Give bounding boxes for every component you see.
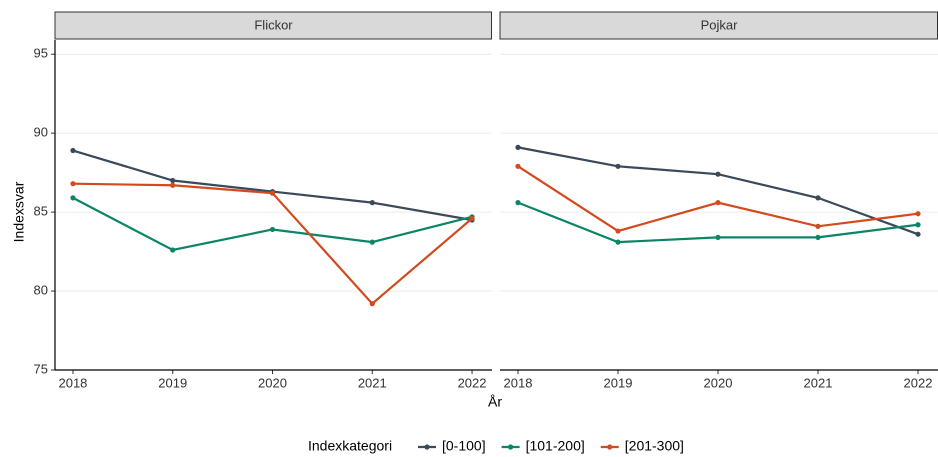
legend-label: [201-300] [625, 438, 684, 454]
x-tick-label: 2020 [258, 375, 287, 390]
x-tick-label: 2021 [804, 375, 833, 390]
data-point [915, 211, 921, 217]
y-tick-label: 95 [34, 46, 48, 61]
x-tick-label: 2019 [604, 375, 633, 390]
data-point [615, 228, 621, 234]
data-point [515, 163, 521, 169]
legend-swatch-dot [607, 444, 613, 450]
data-point [915, 231, 921, 237]
facet-title: Pojkar [701, 17, 739, 32]
x-tick-label: 2022 [904, 375, 933, 390]
data-point [269, 190, 276, 196]
data-point [369, 239, 375, 245]
data-point [269, 226, 276, 233]
y-tick-label: 85 [34, 204, 48, 219]
x-tick-label: 2018 [58, 375, 87, 390]
data-point [170, 177, 176, 184]
series-line [72, 196, 473, 252]
data-point [515, 144, 521, 150]
data-point [815, 234, 821, 240]
data-point [615, 239, 621, 245]
facet-strip [54, 11, 492, 40]
x-tick-label: 2019 [158, 375, 187, 390]
y-axis-label: Indexsvar [11, 181, 27, 242]
data-point [615, 163, 621, 169]
series-line [72, 182, 473, 306]
data-point [715, 234, 721, 240]
data-point [70, 181, 76, 187]
x-tick-label: 2020 [704, 375, 733, 390]
legend-label: [101-200] [526, 438, 585, 454]
y-tick-label: 90 [34, 125, 48, 140]
data-point [170, 182, 176, 188]
data-point [715, 200, 721, 206]
y-tick-label: 75 [34, 361, 48, 376]
legend-swatch-dot [424, 444, 430, 450]
facet-title: Flickor [254, 17, 293, 32]
x-tick-label: 2021 [358, 375, 387, 390]
data-point [70, 195, 76, 201]
data-point [369, 200, 375, 206]
x-tick-label: 2022 [458, 375, 487, 390]
x-tick-label: 2018 [504, 375, 533, 390]
data-point [469, 215, 475, 222]
data-point [815, 223, 821, 229]
legend-swatch-dot [507, 444, 514, 450]
data-point [515, 200, 521, 206]
data-point [815, 195, 821, 201]
legend-title: Indexkategori [308, 438, 392, 454]
x-axis-label: År [488, 394, 502, 410]
data-point [369, 301, 375, 307]
data-point [70, 147, 76, 154]
y-tick-label: 80 [34, 282, 48, 297]
data-point [715, 171, 721, 177]
data-point [170, 247, 176, 253]
facet-strip [499, 11, 938, 40]
legend-label: [0-100] [442, 438, 486, 454]
data-point [915, 222, 921, 228]
